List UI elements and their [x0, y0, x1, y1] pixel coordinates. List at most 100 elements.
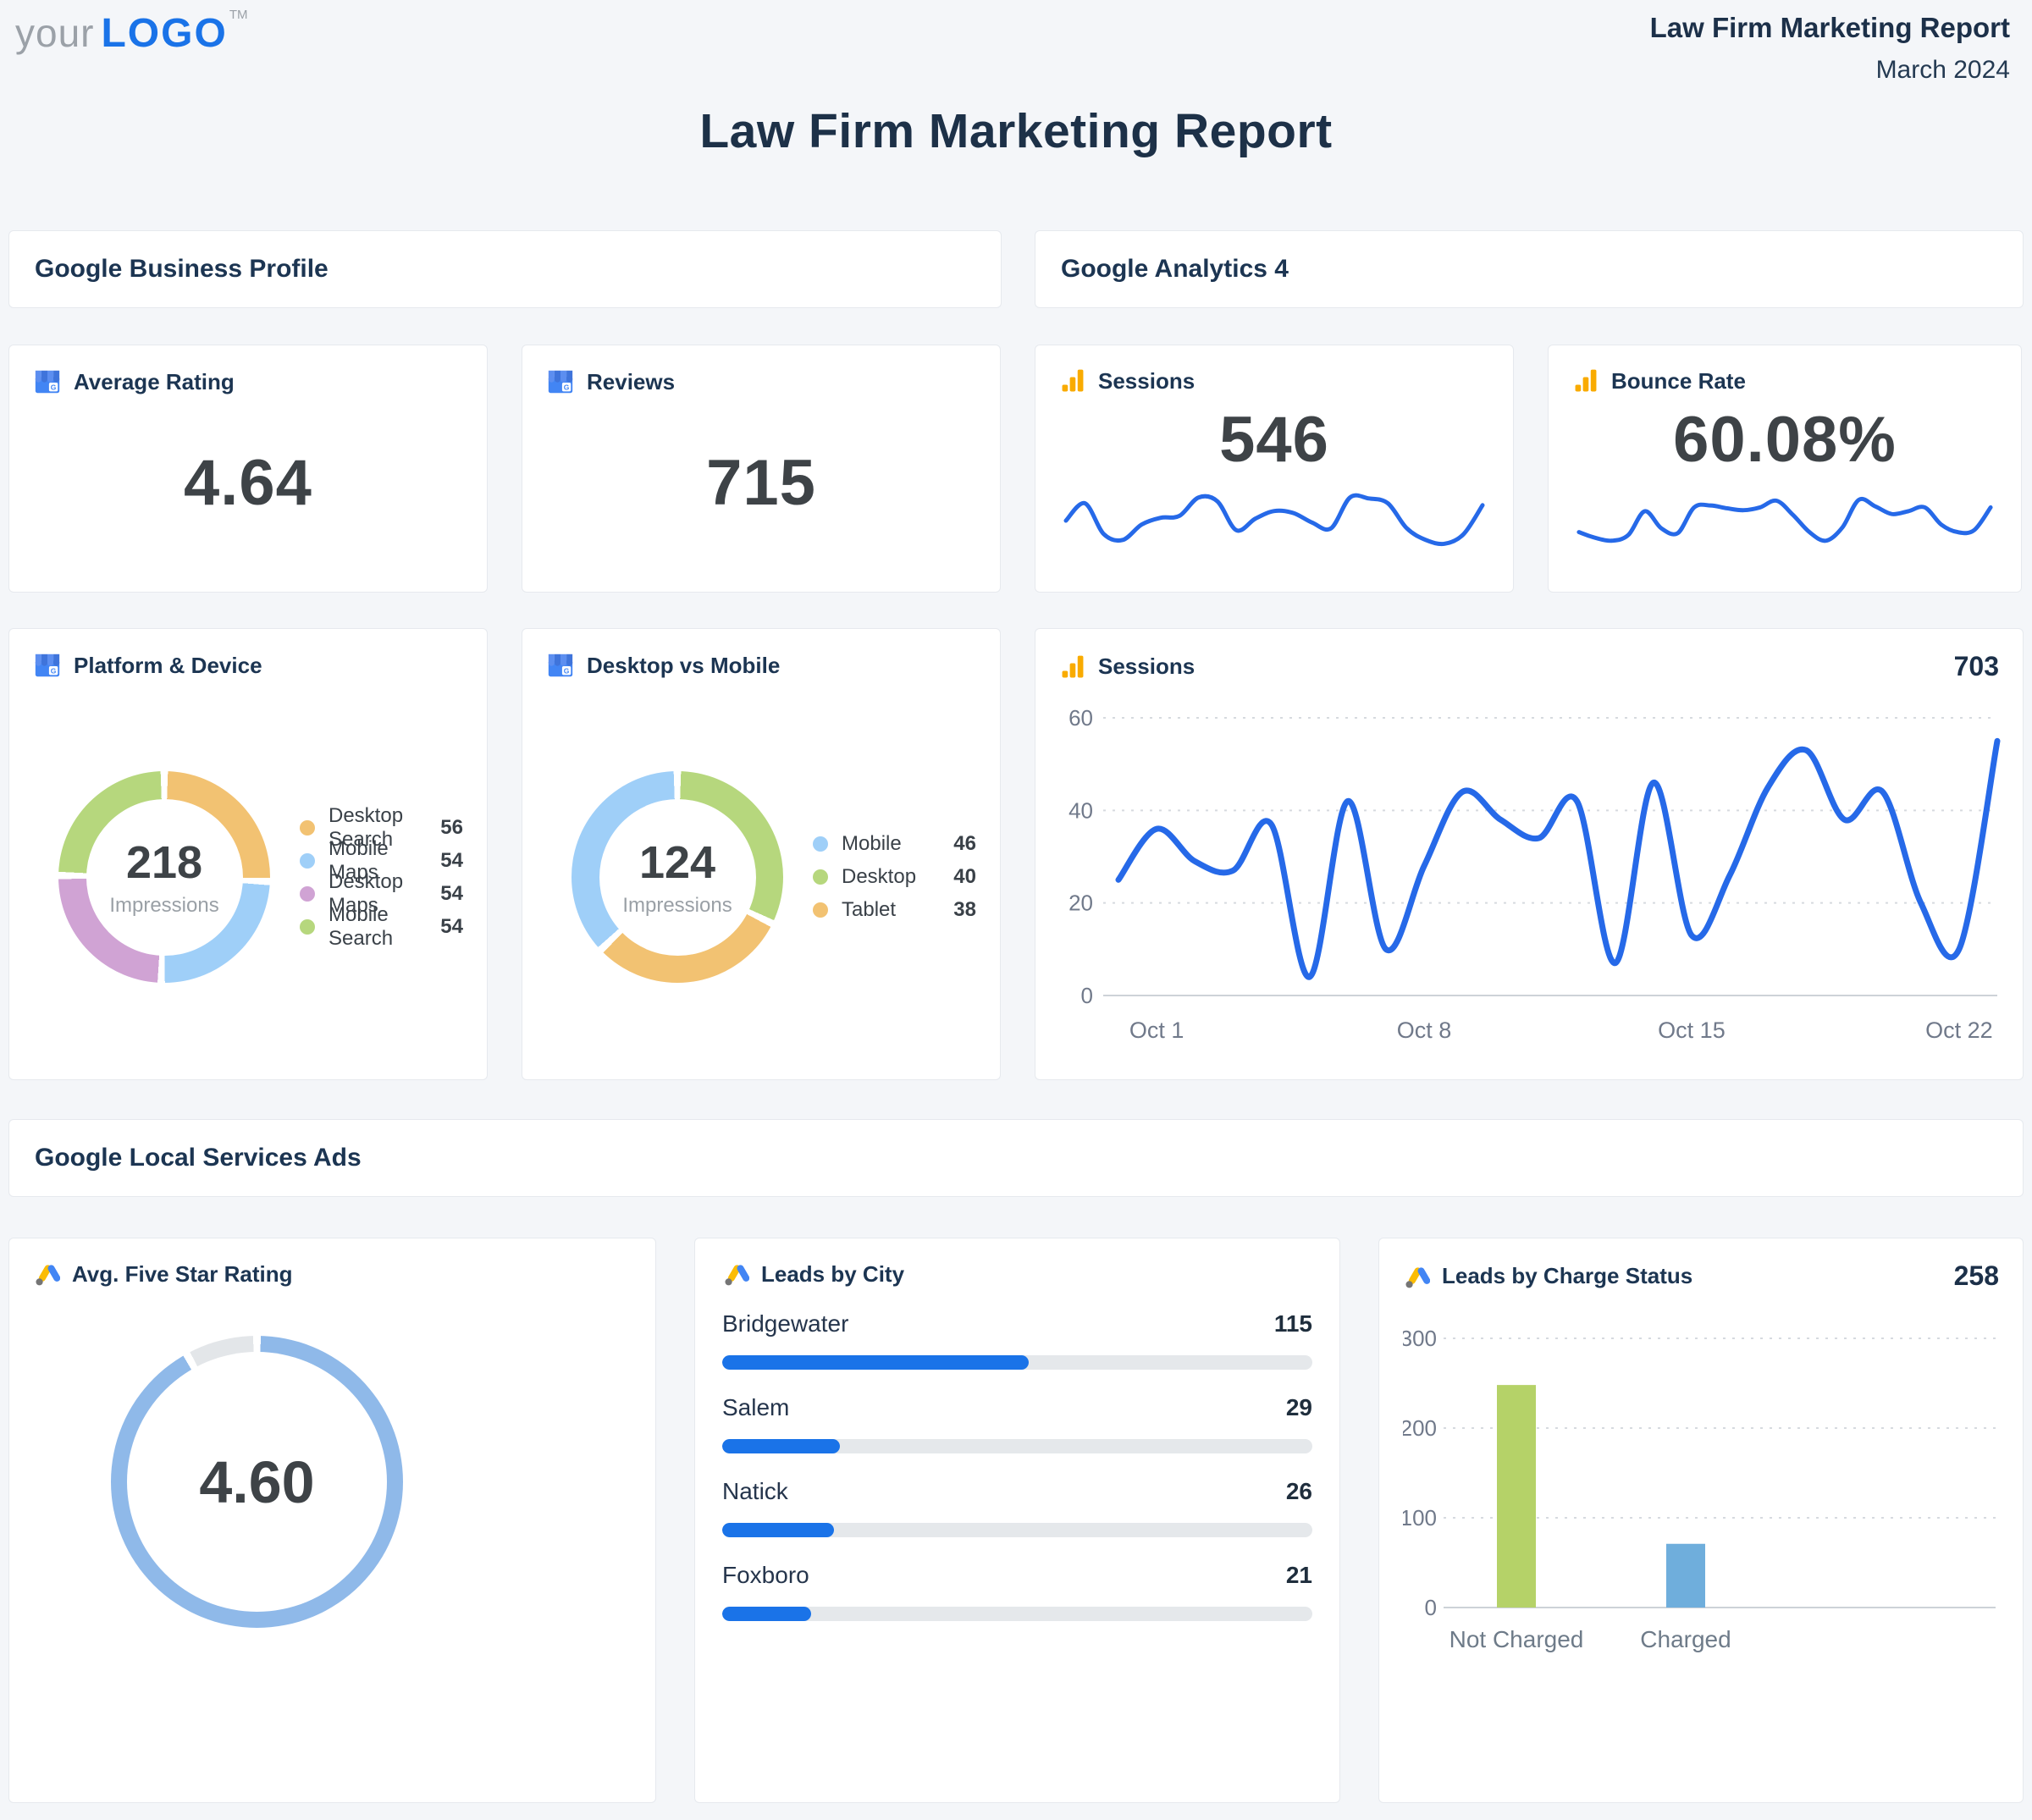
card-title-row: G Average Rating [33, 367, 463, 396]
card-title: Reviews [587, 368, 676, 394]
y-axis-label: 100 [1403, 1505, 1437, 1530]
card-title-row: G Reviews [546, 367, 976, 396]
legend-label: Tablet [842, 898, 897, 921]
legend-label: Mobile Search [329, 902, 394, 950]
card-title-row: G Platform & Device [33, 651, 463, 680]
card-title-row: Leads by City [722, 1260, 1312, 1288]
y-axis-label: 200 [1403, 1415, 1437, 1441]
legend-label: Desktop Search [329, 803, 404, 851]
google-ads-icon [725, 1265, 749, 1286]
x-axis-label: Not Charged [1449, 1626, 1584, 1652]
x-axis-label: Oct 1 [1129, 1018, 1184, 1043]
google-business-profile-icon: G [35, 654, 60, 677]
report-period: March 2024 [1875, 56, 2010, 84]
leads-charge-bar-chart: 0 100 200 300 Not Charged Charged [1403, 1326, 1996, 1652]
google-analytics-icon [1062, 369, 1084, 392]
report-title: Law Firm Marketing Report [1649, 12, 2010, 43]
legend-value: 40 [953, 865, 976, 888]
card-title-row: Leads by Charge Status 258 [1403, 1260, 1999, 1292]
sessions-kpi-value: 546 [1219, 404, 1329, 476]
bar-track [722, 1523, 1312, 1537]
desktop-vs-mobile-card: G Desktop vs Mobile 124 Impressions Mobi… [522, 628, 1001, 1080]
legend-dot [300, 885, 315, 902]
y-axis-label: 40 [1068, 797, 1093, 823]
page-title: Law Firm Marketing Report [699, 104, 1333, 158]
y-axis-label: 20 [1068, 891, 1093, 916]
city-label: Natick [722, 1478, 788, 1504]
logo-trademark: TM [229, 8, 248, 22]
donut-ring: 124 Impressions [572, 771, 783, 983]
five-star-gauge-chart: 4.60 [111, 1336, 632, 1628]
platform-device-card: G Platform & Device 218 Impressions Desk… [8, 628, 488, 1080]
section-header-row-2: Google Local Services Ads [8, 1119, 2024, 1197]
city-lead-row: Bridgewater 115 [722, 1310, 1312, 1370]
legend-dot [300, 852, 315, 869]
hbar-label-row: Bridgewater 115 [722, 1310, 1312, 1338]
average-rating-value: 4.64 [184, 447, 312, 519]
legend-item: Mobile Search 54 [300, 903, 463, 950]
y-axis-label: 0 [1081, 983, 1093, 1008]
legend-label: Mobile Maps [329, 836, 389, 884]
google-business-profile-icon: G [548, 654, 573, 677]
bar-track [722, 1439, 1312, 1453]
legend-item: Tablet 38 [813, 898, 976, 921]
bar-track [722, 1607, 1312, 1621]
y-axis-label: 300 [1403, 1326, 1437, 1351]
y-axis-label: 0 [1425, 1595, 1437, 1620]
hbar-label-row: Salem 29 [722, 1393, 1312, 1422]
bar-fill [722, 1523, 835, 1537]
donut-center-label: Impressions [109, 894, 219, 917]
platform-device-donut-chart: 218 Impressions Desktop Search 56 Mobile M… [33, 771, 463, 983]
bottom-row: Avg. Five Star Rating 4.60 Leads by City… [8, 1238, 2024, 1803]
card-title-row: Sessions [1059, 367, 1489, 394]
x-axis-label: Oct 8 [1397, 1018, 1452, 1043]
donut-center-label: Impressions [622, 894, 732, 917]
svg-text:G: G [564, 666, 570, 675]
legend-value: 54 [440, 881, 463, 905]
city-label: Foxboro [722, 1562, 809, 1588]
sessions-trend-card: Sessions 703 0 20 40 60 Oct 1 Oct 8 Oct 15 Oct … [1035, 628, 2024, 1080]
section-title: Google Local Services Ads [35, 1144, 362, 1172]
reviews-card: G Reviews 715 [522, 345, 1001, 593]
google-ads-icon [36, 1265, 60, 1286]
gauge-value: 4.60 [199, 1448, 315, 1515]
card-title-row: Bounce Rate [1572, 367, 1997, 394]
chart-legend: Desktop Search 56 Mobile Maps 54 Desktop Map… [300, 804, 463, 950]
legend-value: 38 [953, 898, 976, 921]
legend-dot [813, 836, 828, 852]
city-value: 115 [1273, 1310, 1312, 1337]
card-title-row: Sessions 703 [1059, 651, 1999, 682]
desktop-mobile-donut-chart: 124 Impressions Mobile 46 Desktop 40 Tablet 3… [546, 771, 976, 983]
city-lead-row: Foxboro 21 [722, 1561, 1312, 1621]
card-title: Leads by City [761, 1260, 905, 1287]
sessions-total: 703 [1953, 651, 1999, 681]
report-meta: Law Firm Marketing Report March 2024 [1650, 8, 2024, 85]
legend-value: 54 [440, 848, 463, 872]
legend-label: Desktop Maps [329, 869, 404, 917]
legend-label: Desktop [842, 865, 917, 888]
legend-label: Mobile [842, 832, 902, 855]
city-value: 26 [1285, 1478, 1312, 1504]
legend-value: 54 [440, 914, 463, 938]
city-lead-row: Natick 26 [722, 1477, 1312, 1537]
svg-text:G: G [51, 666, 57, 675]
legend-dot [813, 869, 828, 885]
section-google-business-profile: Google Business Profile [8, 230, 1002, 308]
leads-by-charge-status-card: Leads by Charge Status 258 0 100 200 300 Not… [1378, 1238, 2024, 1803]
y-axis-label: 60 [1068, 705, 1093, 731]
card-title: Leads by Charge Status [1442, 1263, 1693, 1288]
bounce-rate-card: Bounce Rate 60.08% [1548, 345, 2022, 593]
company-logo: your LOGO TM [8, 8, 247, 54]
legend-item: Desktop Maps 54 [300, 870, 463, 917]
kpi-row: G Average Rating 4.64 G Reviews 715 [8, 345, 2024, 593]
donut-hole: 218 Impressions [86, 798, 243, 956]
bar-fill [722, 1355, 1030, 1370]
google-business-profile-icon: G [35, 370, 60, 394]
city-label: Bridgewater [722, 1310, 849, 1337]
svg-text:G: G [564, 383, 570, 391]
five-star-rating-card: Avg. Five Star Rating 4.60 [8, 1238, 656, 1803]
gauge-ring: 4.60 [111, 1336, 403, 1628]
leads-by-city-card: Leads by City Bridgewater 115 Salem 29 Natic… [694, 1238, 1340, 1803]
card-title: Avg. Five Star Rating [72, 1260, 293, 1287]
